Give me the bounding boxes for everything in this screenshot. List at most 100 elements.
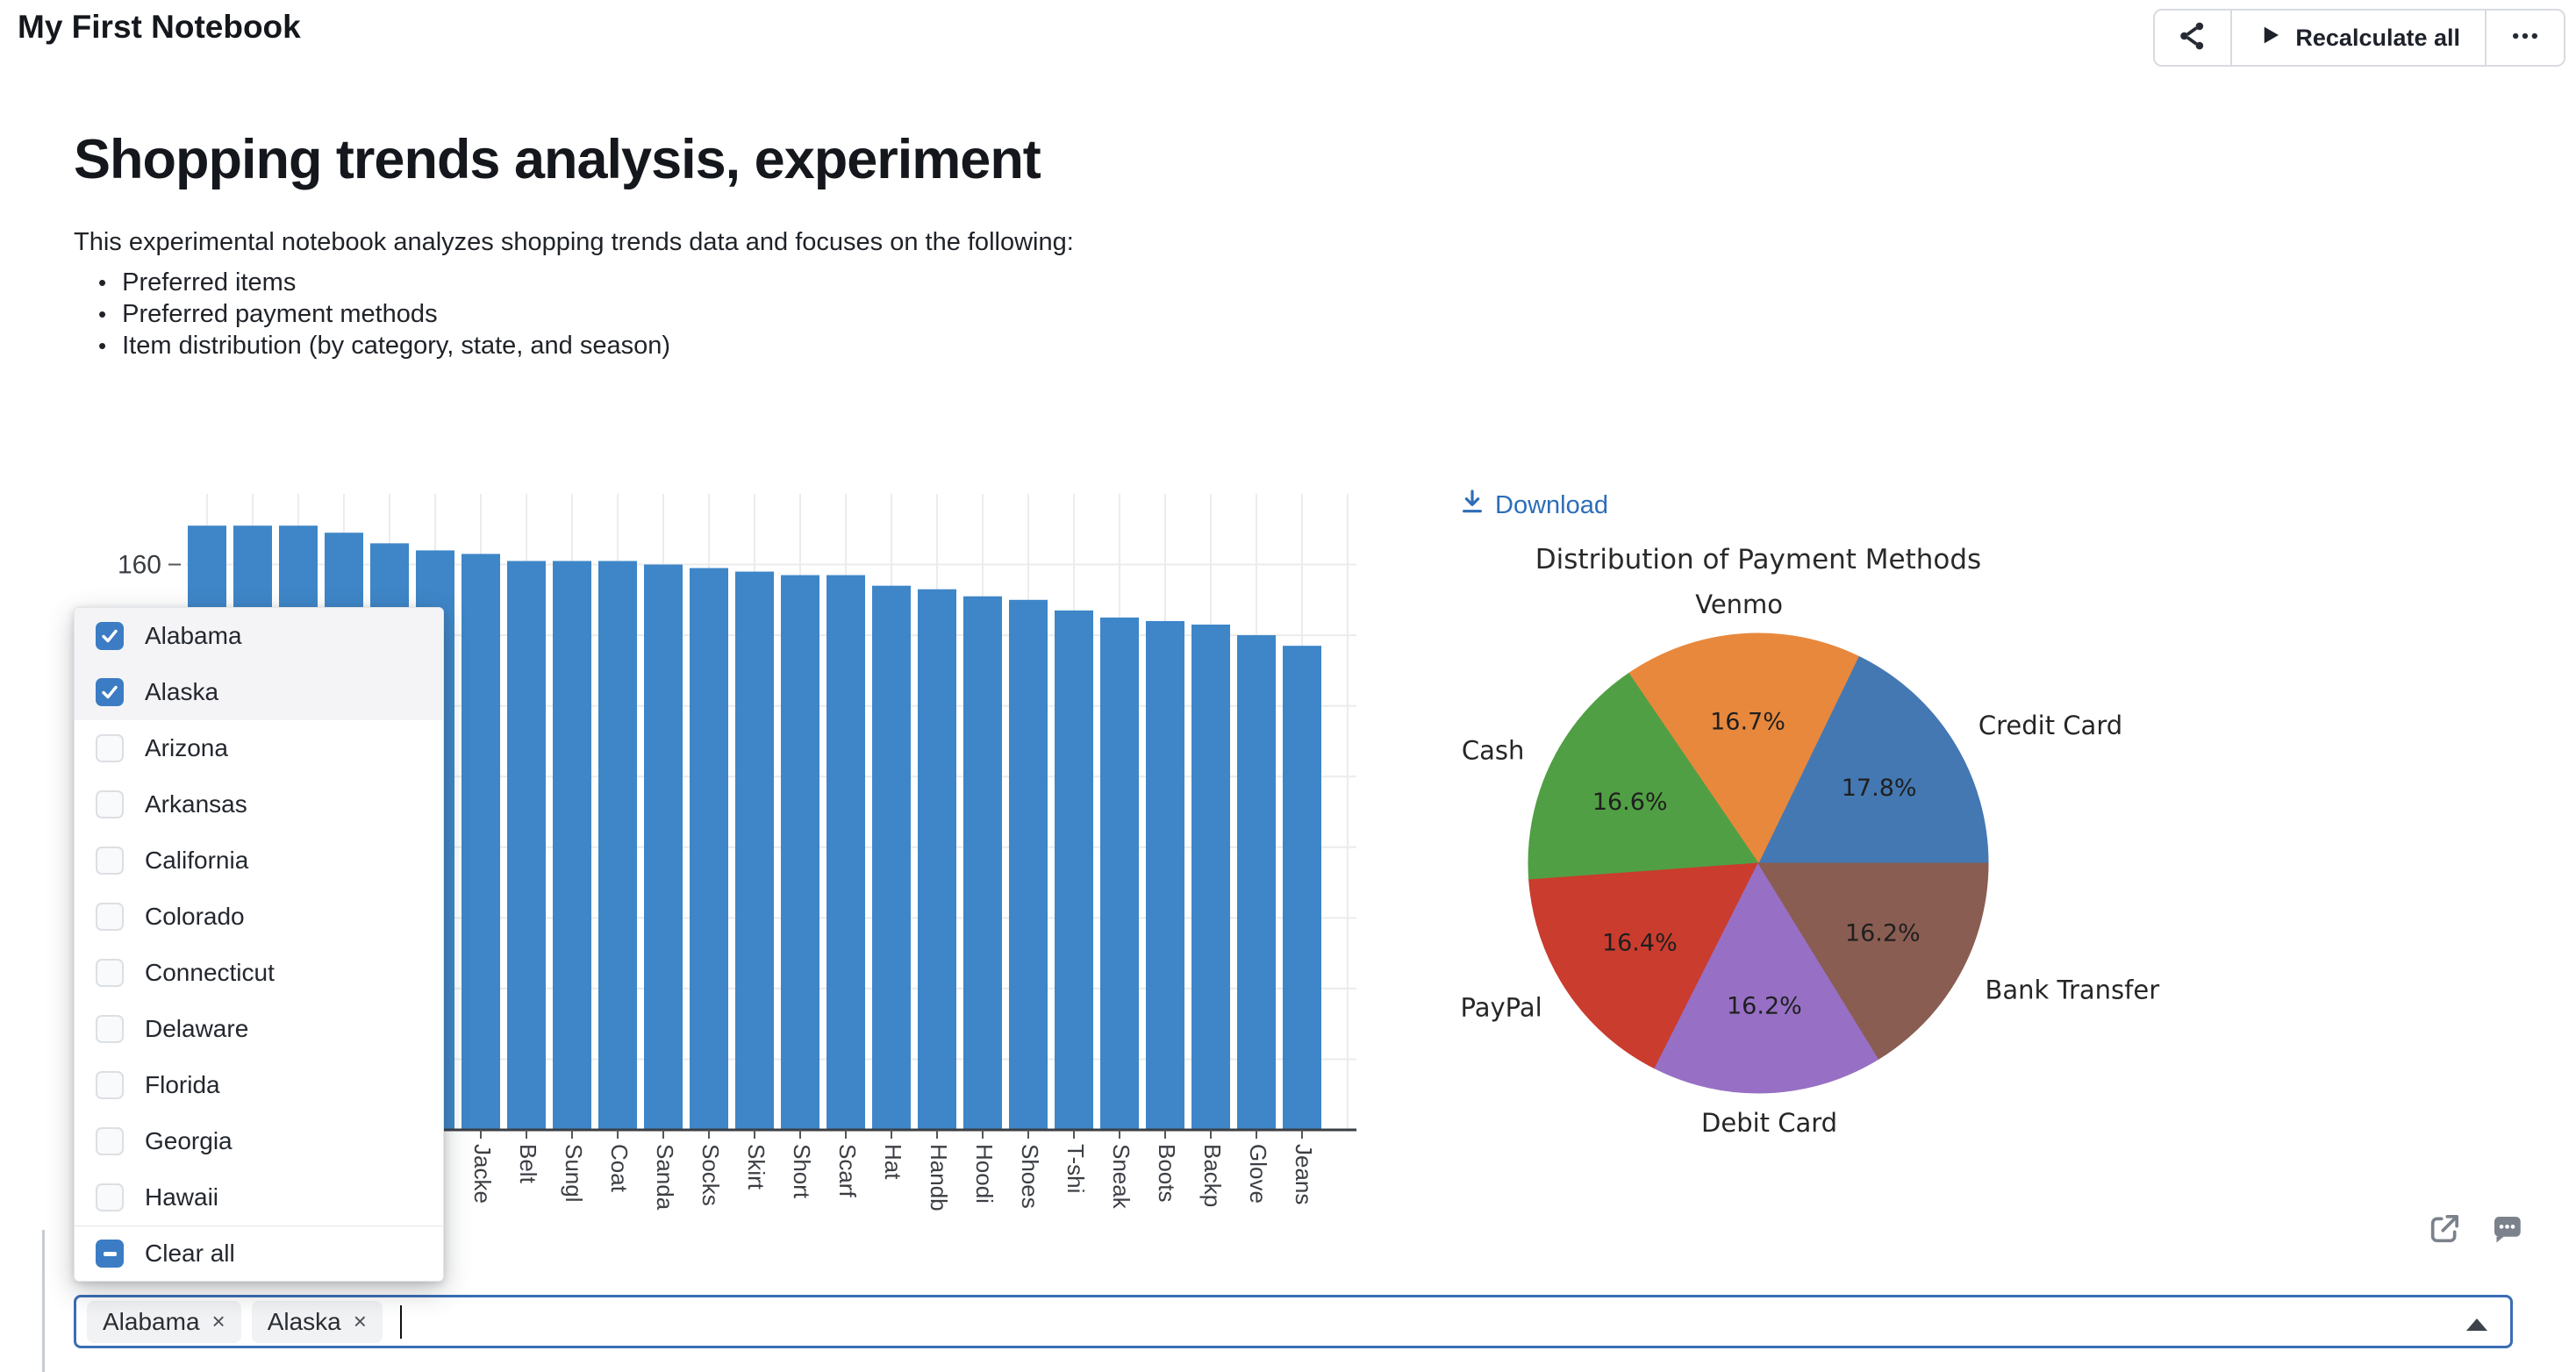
share-icon	[2176, 19, 2209, 57]
svg-text:Venmo: Venmo	[1695, 590, 1783, 619]
svg-text:Belt: Belt	[515, 1144, 541, 1184]
state-multiselect-input[interactable]: Alabama × Alaska ×	[74, 1295, 2513, 1348]
dropdown-option-colorado[interactable]: Colorado	[75, 889, 443, 945]
svg-text:Distribution of Payment Method: Distribution of Payment Methods	[1535, 544, 1981, 575]
svg-text:Scarf: Scarf	[834, 1144, 861, 1197]
unchecked-checkbox-icon[interactable]	[96, 790, 124, 818]
selected-state-tag: Alaska ×	[251, 1300, 383, 1343]
svg-text:16.2%: 16.2%	[1845, 920, 1921, 947]
page-title: Shopping trends analysis, experiment	[74, 129, 1041, 190]
unchecked-checkbox-icon[interactable]	[96, 847, 124, 875]
dropdown-caret-icon[interactable]	[2466, 1318, 2487, 1331]
svg-text:Coat: Coat	[606, 1144, 633, 1193]
state-dropdown: Alabama Alaska Arizona Arkansas California Co…	[74, 607, 444, 1282]
svg-text:Backp: Backp	[1199, 1144, 1226, 1207]
dropdown-option-california[interactable]: California	[75, 832, 443, 889]
dropdown-option-label: Delaware	[145, 1015, 249, 1042]
dropdown-option-label: Arizona	[145, 734, 228, 761]
dropdown-option-label: Florida	[145, 1071, 220, 1098]
remove-tag-icon[interactable]: ×	[353, 1308, 367, 1334]
share-button[interactable]	[2155, 11, 2231, 65]
svg-text:Jacke: Jacke	[469, 1144, 496, 1204]
svg-text:16.6%: 16.6%	[1592, 789, 1668, 816]
selected-state-tag: Alabama ×	[87, 1300, 241, 1343]
notebook-title: My First Notebook	[18, 9, 301, 45]
svg-text:Jeans: Jeans	[1291, 1144, 1317, 1204]
svg-text:Sneak: Sneak	[1108, 1144, 1134, 1210]
svg-text:PayPal: PayPal	[1461, 992, 1542, 1022]
svg-text:Sanda: Sanda	[652, 1144, 678, 1211]
checked-checkbox-icon[interactable]	[96, 622, 124, 650]
unchecked-checkbox-icon[interactable]	[96, 1015, 124, 1043]
cell-action-icons	[2427, 1211, 2525, 1247]
dropdown-option-arizona[interactable]: Arizona	[75, 720, 443, 776]
unchecked-checkbox-icon[interactable]	[96, 1127, 124, 1155]
svg-text:Cash: Cash	[1462, 735, 1525, 765]
svg-text:16.2%: 16.2%	[1727, 993, 1802, 1020]
bullet-item: • Preferred items	[98, 268, 297, 297]
tag-label: Alaska	[267, 1307, 341, 1335]
tag-label: Alabama	[103, 1307, 200, 1335]
dropdown-option-label: Alaska	[145, 678, 219, 705]
bullet-list: • Preferred items • Preferred payment metho…	[98, 267, 670, 361]
unchecked-checkbox-icon[interactable]	[96, 734, 124, 762]
dropdown-option-delaware[interactable]: Delaware	[75, 1001, 443, 1057]
comment-button[interactable]	[2488, 1211, 2525, 1247]
clear-all-label: Clear all	[145, 1240, 235, 1267]
unchecked-checkbox-icon[interactable]	[96, 903, 124, 931]
remove-tag-icon[interactable]: ×	[211, 1308, 225, 1334]
svg-text:Credit Card: Credit Card	[1979, 711, 2122, 740]
svg-text:Sungl: Sungl	[561, 1144, 587, 1203]
dropdown-option-label: California	[145, 847, 249, 874]
dropdown-option-arkansas[interactable]: Arkansas	[75, 776, 443, 832]
svg-text:Short: Short	[789, 1144, 815, 1199]
dropdown-option-connecticut[interactable]: Connecticut	[75, 945, 443, 1001]
download-icon	[1458, 488, 1486, 523]
play-icon	[2257, 22, 2283, 54]
bullet-item: • Preferred payment methods	[98, 300, 438, 328]
bullet-item: • Item distribution (by category, state, …	[98, 332, 670, 360]
svg-text:160: 160	[118, 551, 161, 580]
top-bar: My First Notebook Recalculate all	[0, 0, 2576, 70]
svg-text:Boots: Boots	[1154, 1144, 1180, 1203]
dropdown-option-label: Arkansas	[145, 790, 247, 818]
unchecked-checkbox-icon[interactable]	[96, 1183, 124, 1211]
recalculate-all-label: Recalculate all	[2295, 24, 2460, 51]
toolbar-button-group: Recalculate all	[2153, 9, 2565, 67]
svg-text:16.7%: 16.7%	[1710, 708, 1785, 735]
svg-text:17.8%: 17.8%	[1842, 775, 1917, 802]
unchecked-checkbox-icon[interactable]	[96, 959, 124, 987]
dropdown-option-hawaii[interactable]: Hawaii	[75, 1169, 443, 1226]
dropdown-option-alabama[interactable]: Alabama	[75, 608, 443, 664]
open-external-button[interactable]	[2427, 1211, 2462, 1247]
dropdown-option-label: Connecticut	[145, 959, 275, 986]
dropdown-option-alaska[interactable]: Alaska	[75, 664, 443, 720]
svg-text:Socks: Socks	[698, 1144, 724, 1206]
svg-text:Hat: Hat	[880, 1144, 906, 1180]
intro-text: This experimental notebook analyzes shop…	[74, 228, 1074, 256]
svg-text:T-shi: T-shi	[1063, 1144, 1089, 1193]
dropdown-option-label: Colorado	[145, 903, 245, 930]
state-dropdown-list: Alabama Alaska Arizona Arkansas California Co…	[75, 608, 443, 1226]
more-options-button[interactable]	[2485, 11, 2564, 65]
download-link[interactable]: Download	[1458, 488, 1608, 523]
svg-text:Hoodi: Hoodi	[971, 1144, 998, 1204]
svg-text:Debit Card: Debit Card	[1701, 1108, 1837, 1138]
dropdown-option-label: Hawaii	[145, 1183, 219, 1211]
text-cursor	[399, 1304, 402, 1339]
svg-text:Handb: Handb	[926, 1144, 952, 1211]
ellipsis-icon	[2508, 18, 2543, 58]
dropdown-option-label: Alabama	[145, 622, 242, 649]
recalculate-all-button[interactable]: Recalculate all	[2230, 11, 2485, 65]
dropdown-option-florida[interactable]: Florida	[75, 1057, 443, 1113]
dropdown-option-georgia[interactable]: Georgia	[75, 1113, 443, 1169]
svg-text:Skirt: Skirt	[743, 1144, 769, 1190]
download-label: Download	[1495, 490, 1608, 519]
dropdown-option-label: Georgia	[145, 1127, 233, 1154]
svg-text:Glove: Glove	[1245, 1144, 1271, 1204]
clear-all-option[interactable]: Clear all	[75, 1226, 443, 1281]
unchecked-checkbox-icon[interactable]	[96, 1071, 124, 1099]
indeterminate-checkbox-icon[interactable]	[96, 1240, 124, 1268]
cell-border	[42, 1230, 45, 1372]
checked-checkbox-icon[interactable]	[96, 678, 124, 706]
